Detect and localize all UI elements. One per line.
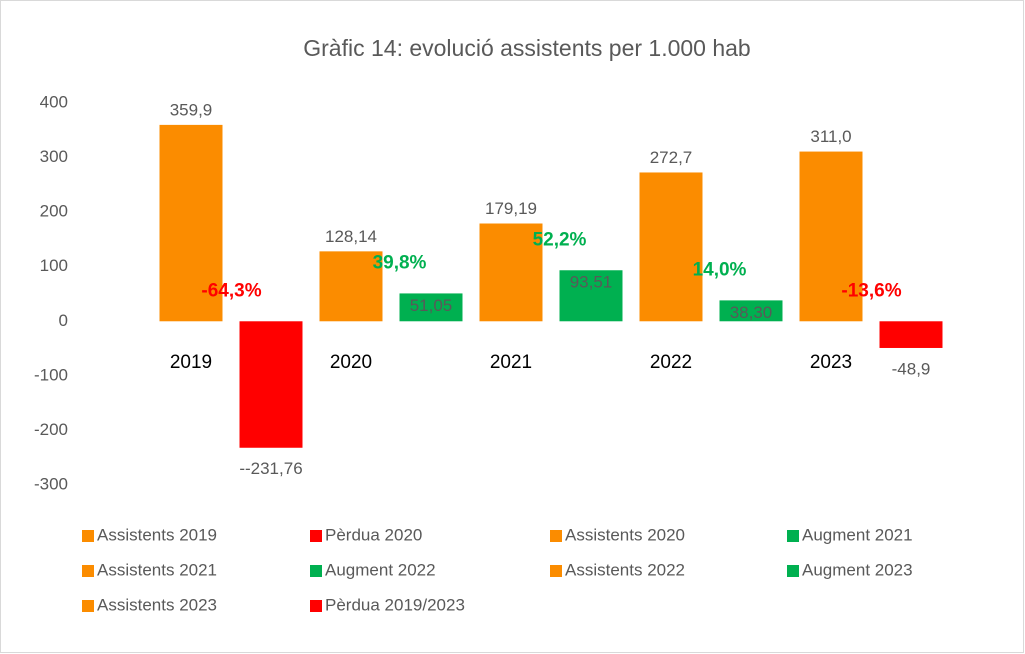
y-tick-label: -200 [34, 420, 68, 439]
data-label: 38,30 [730, 303, 773, 322]
y-tick-label: 400 [40, 92, 68, 111]
y-tick-label: 0 [59, 311, 68, 330]
legend-label: Augment 2023 [802, 560, 913, 579]
legend-swatch [787, 530, 799, 542]
legend-label: Augment 2022 [325, 560, 436, 579]
bar [639, 172, 703, 322]
legend-swatch [310, 565, 322, 577]
bar [799, 151, 863, 322]
data-label: 272,7 [650, 148, 693, 167]
legend-label: Assistents 2021 [97, 560, 217, 579]
data-label: 311,0 [810, 127, 851, 146]
data-label: --231,76 [239, 459, 302, 478]
y-tick-label: 100 [40, 256, 68, 275]
legend-swatch [787, 565, 799, 577]
legend-label: Assistents 2019 [97, 525, 217, 544]
legend-label: Pèrdua 2019/2023 [325, 595, 465, 614]
legend-label: Pèrdua 2020 [325, 525, 422, 544]
bar [559, 270, 623, 322]
annotation: 14,0% [693, 259, 747, 280]
data-label: 51,05 [410, 296, 453, 315]
data-label: 179,19 [485, 199, 537, 218]
legend-label: Augment 2021 [802, 525, 913, 544]
bar [719, 300, 783, 322]
bar [879, 321, 943, 348]
annotation: -64,3% [201, 280, 261, 301]
x-tick-label: 2020 [330, 352, 372, 373]
legend-swatch [82, 530, 94, 542]
bar [319, 251, 383, 322]
legend-swatch [310, 530, 322, 542]
legend-swatch [550, 530, 562, 542]
bar [159, 124, 223, 322]
bar [479, 223, 543, 322]
x-tick-label: 2023 [810, 352, 852, 373]
x-tick-label: 2019 [170, 352, 212, 373]
legend-swatch [310, 600, 322, 612]
legend-label: Assistents 2022 [565, 560, 685, 579]
x-tick-label: 2021 [490, 352, 532, 373]
y-tick-label: 300 [40, 147, 68, 166]
legend-swatch [550, 565, 562, 577]
y-tick-label: -300 [34, 474, 68, 493]
legend-swatch [82, 600, 94, 612]
x-tick-label: 2022 [650, 352, 692, 373]
data-label: 93,51 [570, 273, 613, 292]
legend-label: Assistents 2023 [97, 595, 217, 614]
bar [239, 321, 303, 448]
bar [399, 293, 463, 322]
y-tick-label: 200 [40, 202, 68, 221]
annotation: 52,2% [533, 229, 587, 250]
data-label: 359,9 [170, 100, 213, 119]
annotation: 39,8% [373, 252, 427, 273]
data-label: -48,9 [892, 359, 931, 378]
legend-swatch [82, 565, 94, 577]
y-tick-label: -100 [34, 365, 68, 384]
chart-title: Gràfic 14: evolució assistents per 1.000… [303, 35, 750, 61]
annotation: -13,6% [841, 280, 901, 301]
data-label: 128,14 [325, 227, 377, 246]
legend-label: Assistents 2020 [565, 525, 685, 544]
